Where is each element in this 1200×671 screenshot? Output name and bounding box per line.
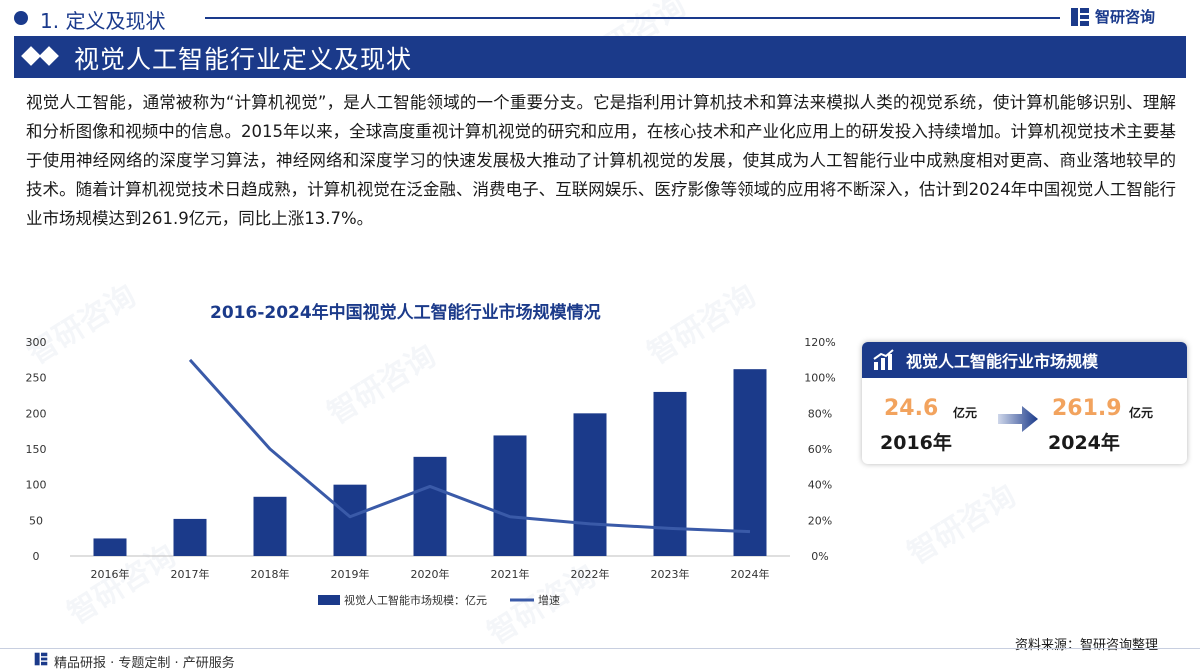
section-title: 1. 定义及现状: [40, 9, 166, 33]
footer-divider: [0, 648, 1200, 649]
bar: [333, 484, 367, 556]
x-tick-label: 2017年: [171, 567, 210, 581]
body-paragraph: 视觉人工智能，通常被称为“计算机视觉”，是人工智能领域的一个重要分支。它是指利用…: [26, 93, 1176, 228]
brand-logo-icon: [34, 652, 48, 666]
x-tick-label: 2019年: [331, 567, 370, 581]
y-left-tick-label: 150: [26, 443, 47, 456]
y-left-tick-label: 0: [33, 550, 40, 563]
stat-card: 视觉人工智能行业市场规模 24.6 亿元 2016年 261.9 亿元 2024…: [862, 342, 1187, 464]
stat-card-title: 视觉人工智能行业市场规模: [906, 352, 1099, 371]
bar: [493, 435, 527, 556]
legend-swatch-bar: [318, 595, 340, 605]
y-right-tick-label: 60%: [808, 443, 832, 456]
source-note: 资料来源：智研咨询整理: [1014, 638, 1158, 653]
y-right-tick-label: 80%: [808, 407, 832, 420]
title-banner: 视觉人工智能行业定义及现状: [14, 36, 1186, 78]
y-left-tick-label: 50: [29, 514, 43, 527]
bar: [653, 391, 687, 556]
y-right-tick-label: 20%: [808, 514, 832, 527]
growth-line: [188, 358, 751, 534]
market-size-chart: 0 50 100 150 200 250 300 0% 20% 40% 60% 80% 100% 120%…: [26, 336, 836, 607]
bullet-icon: [14, 11, 28, 25]
start-year: 2016年: [880, 432, 952, 454]
end-unit: 亿元: [1129, 406, 1154, 420]
brand-name: 智研咨询: [1095, 8, 1156, 26]
bar: [173, 518, 207, 556]
start-value: 24.6: [884, 396, 939, 421]
end-value: 261.9: [1052, 396, 1122, 421]
bar-chart-icon: [873, 349, 894, 370]
x-tick-label: 2016年: [91, 567, 130, 581]
y-left-tick-label: 250: [26, 372, 47, 385]
y-left-tick-label: 300: [26, 336, 47, 349]
legend-label-line: 增速: [538, 593, 560, 607]
x-tick-label: 2022年: [571, 567, 610, 581]
y-right-tick-label: 120%: [804, 336, 835, 349]
y-right-tick-label: 100%: [804, 372, 835, 385]
divider: [205, 17, 1060, 19]
x-tick-label: 2018年: [251, 567, 290, 581]
bar: [413, 456, 447, 556]
top-bar: 1. 定义及现状 智研咨询: [0, 0, 1200, 36]
x-tick-label: 2023年: [651, 567, 690, 581]
x-tick-label: 2021年: [491, 567, 530, 581]
footer-tagline: 精品研报 · 专题定制 · 产研服务: [54, 656, 235, 671]
end-year: 2024年: [1048, 432, 1120, 454]
y-left-tick-label: 100: [26, 479, 47, 492]
stat-card-header: 视觉人工智能行业市场规模: [862, 342, 1187, 378]
chart-title: 2016-2024年中国视觉人工智能行业市场规模情况: [210, 303, 601, 323]
legend-label-bar: 视觉人工智能市场规模：亿元: [344, 593, 487, 607]
brand-logo: 智研咨询: [1070, 6, 1155, 27]
watermark: 智研咨询: [901, 478, 1023, 572]
bar: [93, 538, 127, 556]
bar: [733, 369, 767, 556]
diamond-icon: [21, 46, 41, 66]
diamond-icons: [21, 46, 60, 66]
page-title: 视觉人工智能行业定义及现状: [74, 45, 413, 74]
bar: [253, 496, 287, 556]
y-right-tick-label: 0%: [811, 550, 828, 563]
diamond-icon: [39, 46, 59, 66]
y-right-tick-label: 40%: [808, 479, 832, 492]
bar: [573, 413, 607, 556]
x-tick-label: 2024年: [731, 567, 770, 581]
x-tick-label: 2020年: [411, 567, 450, 581]
arrow-right-icon: [998, 406, 1038, 432]
start-unit: 亿元: [953, 406, 978, 420]
y-left-tick-label: 200: [26, 407, 47, 420]
brand-logo-icon: [1071, 7, 1089, 26]
